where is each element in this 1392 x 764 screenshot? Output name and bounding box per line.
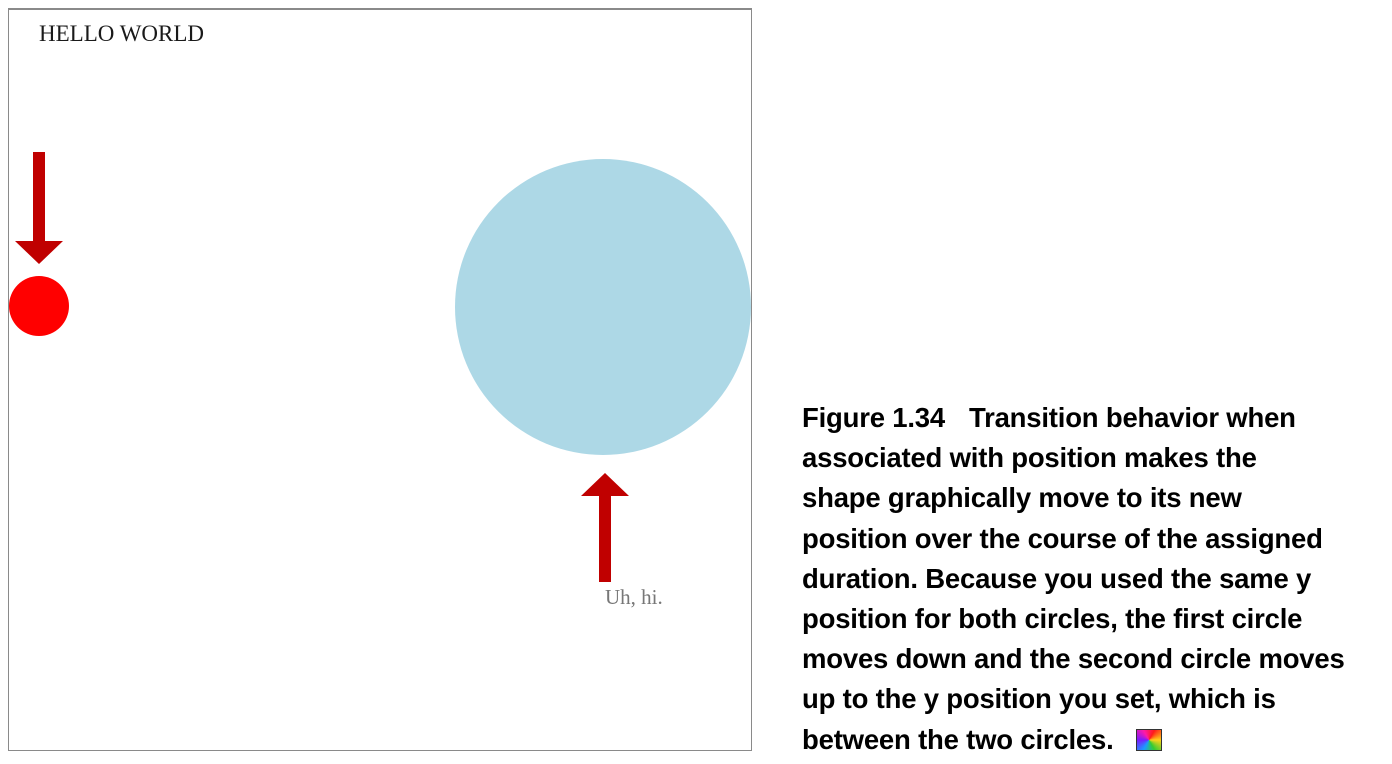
- hello-world-text: HELLO WORLD: [39, 21, 204, 46]
- caption-line: duration. Because you used the same y: [802, 562, 1312, 594]
- large-blue-circle: [455, 159, 751, 455]
- caption-line-last: between the two circles.: [802, 720, 1392, 760]
- down-arrow-icon: [15, 152, 63, 264]
- caption-text: between the two circles.: [802, 723, 1114, 755]
- uh-hi-text: Uh, hi.: [605, 585, 663, 609]
- caption-line: position over the course of the assigned: [802, 522, 1323, 554]
- caption-line: associated with position makes the: [802, 442, 1257, 474]
- up-arrow-icon: [581, 473, 629, 582]
- caption-line: up to the y position you set, which is: [802, 683, 1276, 715]
- caption-text: Transition behavior when: [969, 402, 1296, 433]
- caption-line: moves down and the second circle moves: [802, 643, 1345, 675]
- caption-line: position for both circles, the first cir…: [802, 603, 1303, 635]
- figure-label: Figure 1.34: [802, 402, 945, 433]
- figure-canvas: HELLO WORLD Uh, hi.: [9, 21, 751, 609]
- color-icon: [1135, 728, 1162, 751]
- caption-line-1: Figure 1.34 Transition behavior when: [802, 398, 1392, 438]
- figure-caption: Figure 1.34 Transition behavior when asso…: [802, 398, 1392, 760]
- figure-frame: HELLO WORLD Uh, hi.: [8, 8, 752, 751]
- small-red-circle: [9, 276, 69, 336]
- caption-line: shape graphically move to its new: [802, 482, 1242, 514]
